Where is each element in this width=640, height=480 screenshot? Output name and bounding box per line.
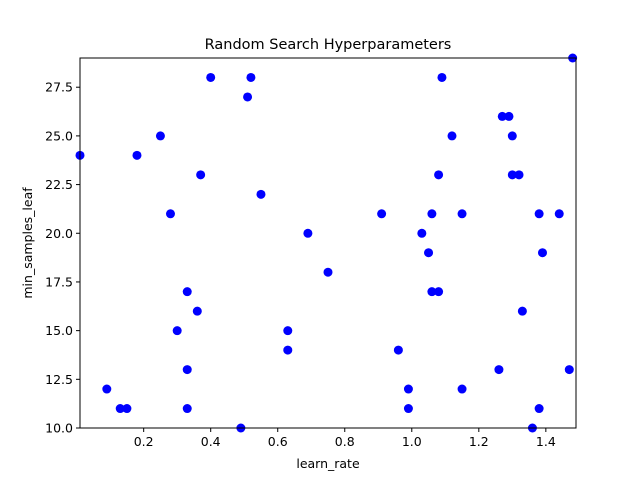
data-point [115, 404, 125, 414]
y-axis-ticks: 10.0 12.5 15.0 17.5 20.0 22.5 25.0 27.5 [45, 80, 80, 436]
x-tick-label: 0.2 [134, 434, 154, 449]
y-tick-label: 27.5 [45, 80, 73, 95]
data-points [75, 53, 578, 433]
x-axis-ticks: 0.2 0.4 0.6 0.8 1.0 1.2 1.4 [134, 428, 556, 449]
data-point [424, 248, 434, 258]
data-point [283, 326, 293, 336]
data-point [437, 72, 447, 82]
data-point [303, 228, 313, 238]
data-point [434, 287, 444, 297]
data-point [447, 131, 457, 141]
y-tick-label: 10.0 [45, 421, 73, 436]
y-tick-label: 25.0 [45, 128, 73, 143]
data-point [514, 170, 524, 180]
data-point [534, 209, 544, 219]
y-tick-label: 17.5 [45, 274, 73, 289]
data-point [403, 384, 413, 394]
plot-area-background [80, 58, 576, 428]
data-point [283, 345, 293, 355]
data-point [434, 170, 444, 180]
data-point [457, 209, 467, 219]
data-point [377, 209, 387, 219]
data-point [155, 131, 165, 141]
data-point [517, 306, 527, 316]
y-tick-label: 15.0 [45, 323, 73, 338]
data-point [243, 92, 253, 102]
x-tick-label: 1.4 [536, 434, 556, 449]
data-point [323, 267, 333, 277]
data-point [507, 131, 517, 141]
plot-frame [79, 57, 577, 429]
y-tick-label: 22.5 [45, 177, 73, 192]
data-point [427, 287, 437, 297]
data-point [497, 111, 507, 121]
data-point [393, 345, 403, 355]
data-point [132, 150, 142, 160]
data-point [246, 72, 256, 82]
data-point [507, 170, 517, 180]
data-point [534, 404, 544, 414]
x-tick-label: 0.4 [201, 434, 221, 449]
data-point [182, 287, 192, 297]
y-axis-label: min_samples_leaf [20, 187, 35, 299]
data-point [256, 189, 266, 199]
data-point [182, 365, 192, 375]
data-point [192, 306, 202, 316]
data-point [172, 326, 182, 336]
data-point [504, 111, 514, 121]
data-point [417, 228, 427, 238]
data-point [537, 248, 547, 258]
y-tick-label: 20.0 [45, 226, 73, 241]
data-point [122, 404, 132, 414]
x-tick-label: 0.6 [268, 434, 288, 449]
data-point [182, 404, 192, 414]
data-point [494, 365, 504, 375]
data-point [457, 384, 467, 394]
x-tick-label: 0.8 [335, 434, 355, 449]
x-axis-label: learn_rate [296, 456, 360, 471]
x-tick-label: 1.2 [469, 434, 489, 449]
data-point [196, 170, 206, 180]
data-point [165, 209, 175, 219]
x-tick-label: 1.0 [402, 434, 422, 449]
data-point [206, 72, 216, 82]
data-point [427, 209, 437, 219]
chart-title: Random Search Hyperparameters [205, 37, 452, 53]
data-point [403, 404, 413, 414]
y-tick-label: 12.5 [45, 372, 73, 387]
data-point [564, 365, 574, 375]
data-point [554, 209, 564, 219]
data-point [102, 384, 112, 394]
